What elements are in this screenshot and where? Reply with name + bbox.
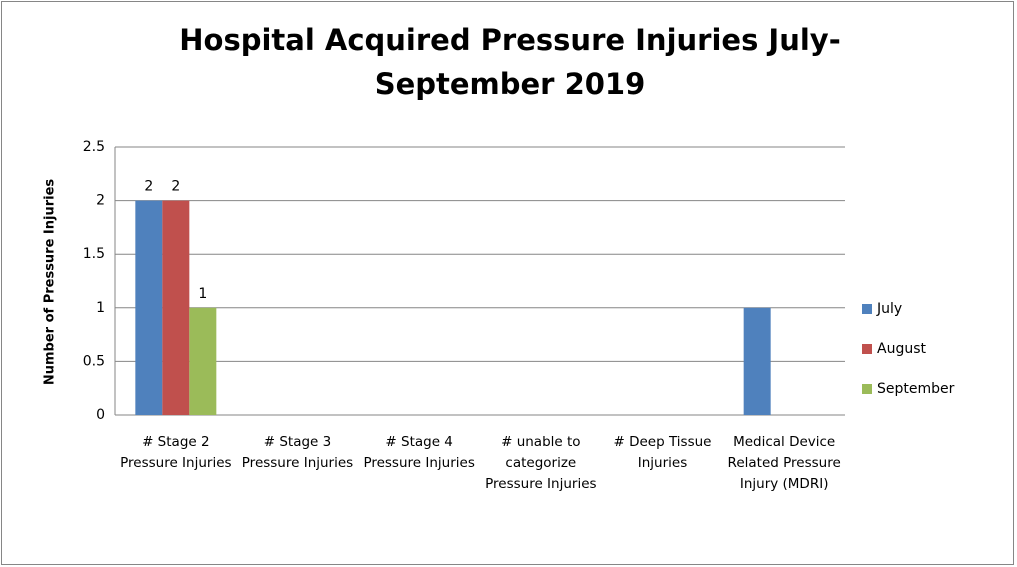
x-tick-label: # Stage 4 Pressure Injuries	[363, 434, 475, 471]
legend-label: July	[876, 301, 902, 317]
y-axis-label: Number of Pressure Injuries	[43, 179, 58, 386]
legend-swatch	[862, 344, 872, 354]
y-tick-label: 2	[96, 193, 105, 209]
bar	[743, 307, 771, 415]
legend-swatch	[862, 384, 872, 394]
bar	[135, 200, 163, 415]
y-tick-label: 1	[96, 300, 105, 316]
x-tick-label: # Stage 2 Pressure Injuries	[120, 434, 232, 471]
y-tick-label: 0	[96, 407, 105, 423]
data-label: 2	[171, 179, 180, 195]
y-tick-label: 1.5	[83, 246, 105, 262]
x-tick-label: # Deep Tissue Injuries	[613, 434, 712, 471]
x-tick-label: # Stage 3 Pressure Injuries	[241, 434, 354, 471]
data-label: 1	[198, 286, 207, 302]
chart-title: Hospital Acquired Pressure Injuries July…	[179, 23, 841, 101]
bar	[189, 307, 217, 415]
y-tick-label: 2.5	[83, 139, 105, 155]
legend-swatch	[862, 304, 872, 314]
x-tick-label: # unable to categorize Pressure Injuries	[485, 434, 597, 492]
data-label: 2	[144, 179, 153, 195]
legend-label: August	[877, 341, 927, 357]
x-tick-label: Medical Device Related Pressure Injury (…	[727, 434, 841, 492]
bar	[162, 200, 190, 415]
legend-label: September	[877, 381, 955, 397]
y-tick-label: 0.5	[83, 353, 105, 369]
